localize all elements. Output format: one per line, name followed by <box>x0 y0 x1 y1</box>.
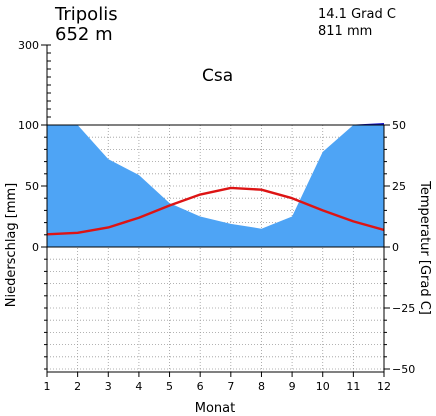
temperature-series <box>46 186 385 236</box>
right-tick-label: −25 <box>392 302 415 315</box>
x-tick-label: 7 <box>227 380 234 393</box>
mean-temperature: 14.1 Grad C <box>318 7 396 22</box>
right-tick-label: 0 <box>392 241 399 254</box>
right-tick-label: 25 <box>392 180 406 193</box>
left-axis-label: Niederschlag [mm] <box>4 183 19 308</box>
temperature-line <box>46 186 385 236</box>
x-tick-label: 2 <box>74 380 81 393</box>
precipitation-area <box>47 125 384 247</box>
left-tick-label: 300 <box>18 39 39 52</box>
x-tick-label: 8 <box>258 380 265 393</box>
station-name: Tripolis <box>54 4 118 25</box>
right-tick-label: −50 <box>392 363 415 376</box>
x-tick-label: 6 <box>197 380 204 393</box>
x-tick-label: 3 <box>105 380 112 393</box>
x-tick-label: 1 <box>44 380 51 393</box>
right-axis-label: Temperatur [Grad C] <box>417 180 432 315</box>
annual-precipitation: 811 mm <box>318 24 372 39</box>
x-tick-label: 12 <box>377 380 391 393</box>
climate-class: Csa <box>202 66 233 86</box>
x-tick-label: 10 <box>316 380 330 393</box>
x-axis-label: Monat <box>195 401 235 416</box>
x-tick-label: 9 <box>289 380 296 393</box>
right-tick-label: 50 <box>392 119 406 132</box>
left-tick-label: 50 <box>25 180 39 193</box>
x-tick-label: 4 <box>135 380 142 393</box>
x-tick-label: 11 <box>346 380 360 393</box>
station-elevation: 652 m <box>55 24 113 45</box>
x-tick-label: 5 <box>166 380 173 393</box>
left-tick-label: 0 <box>32 241 39 254</box>
left-tick-label: 100 <box>18 119 39 132</box>
